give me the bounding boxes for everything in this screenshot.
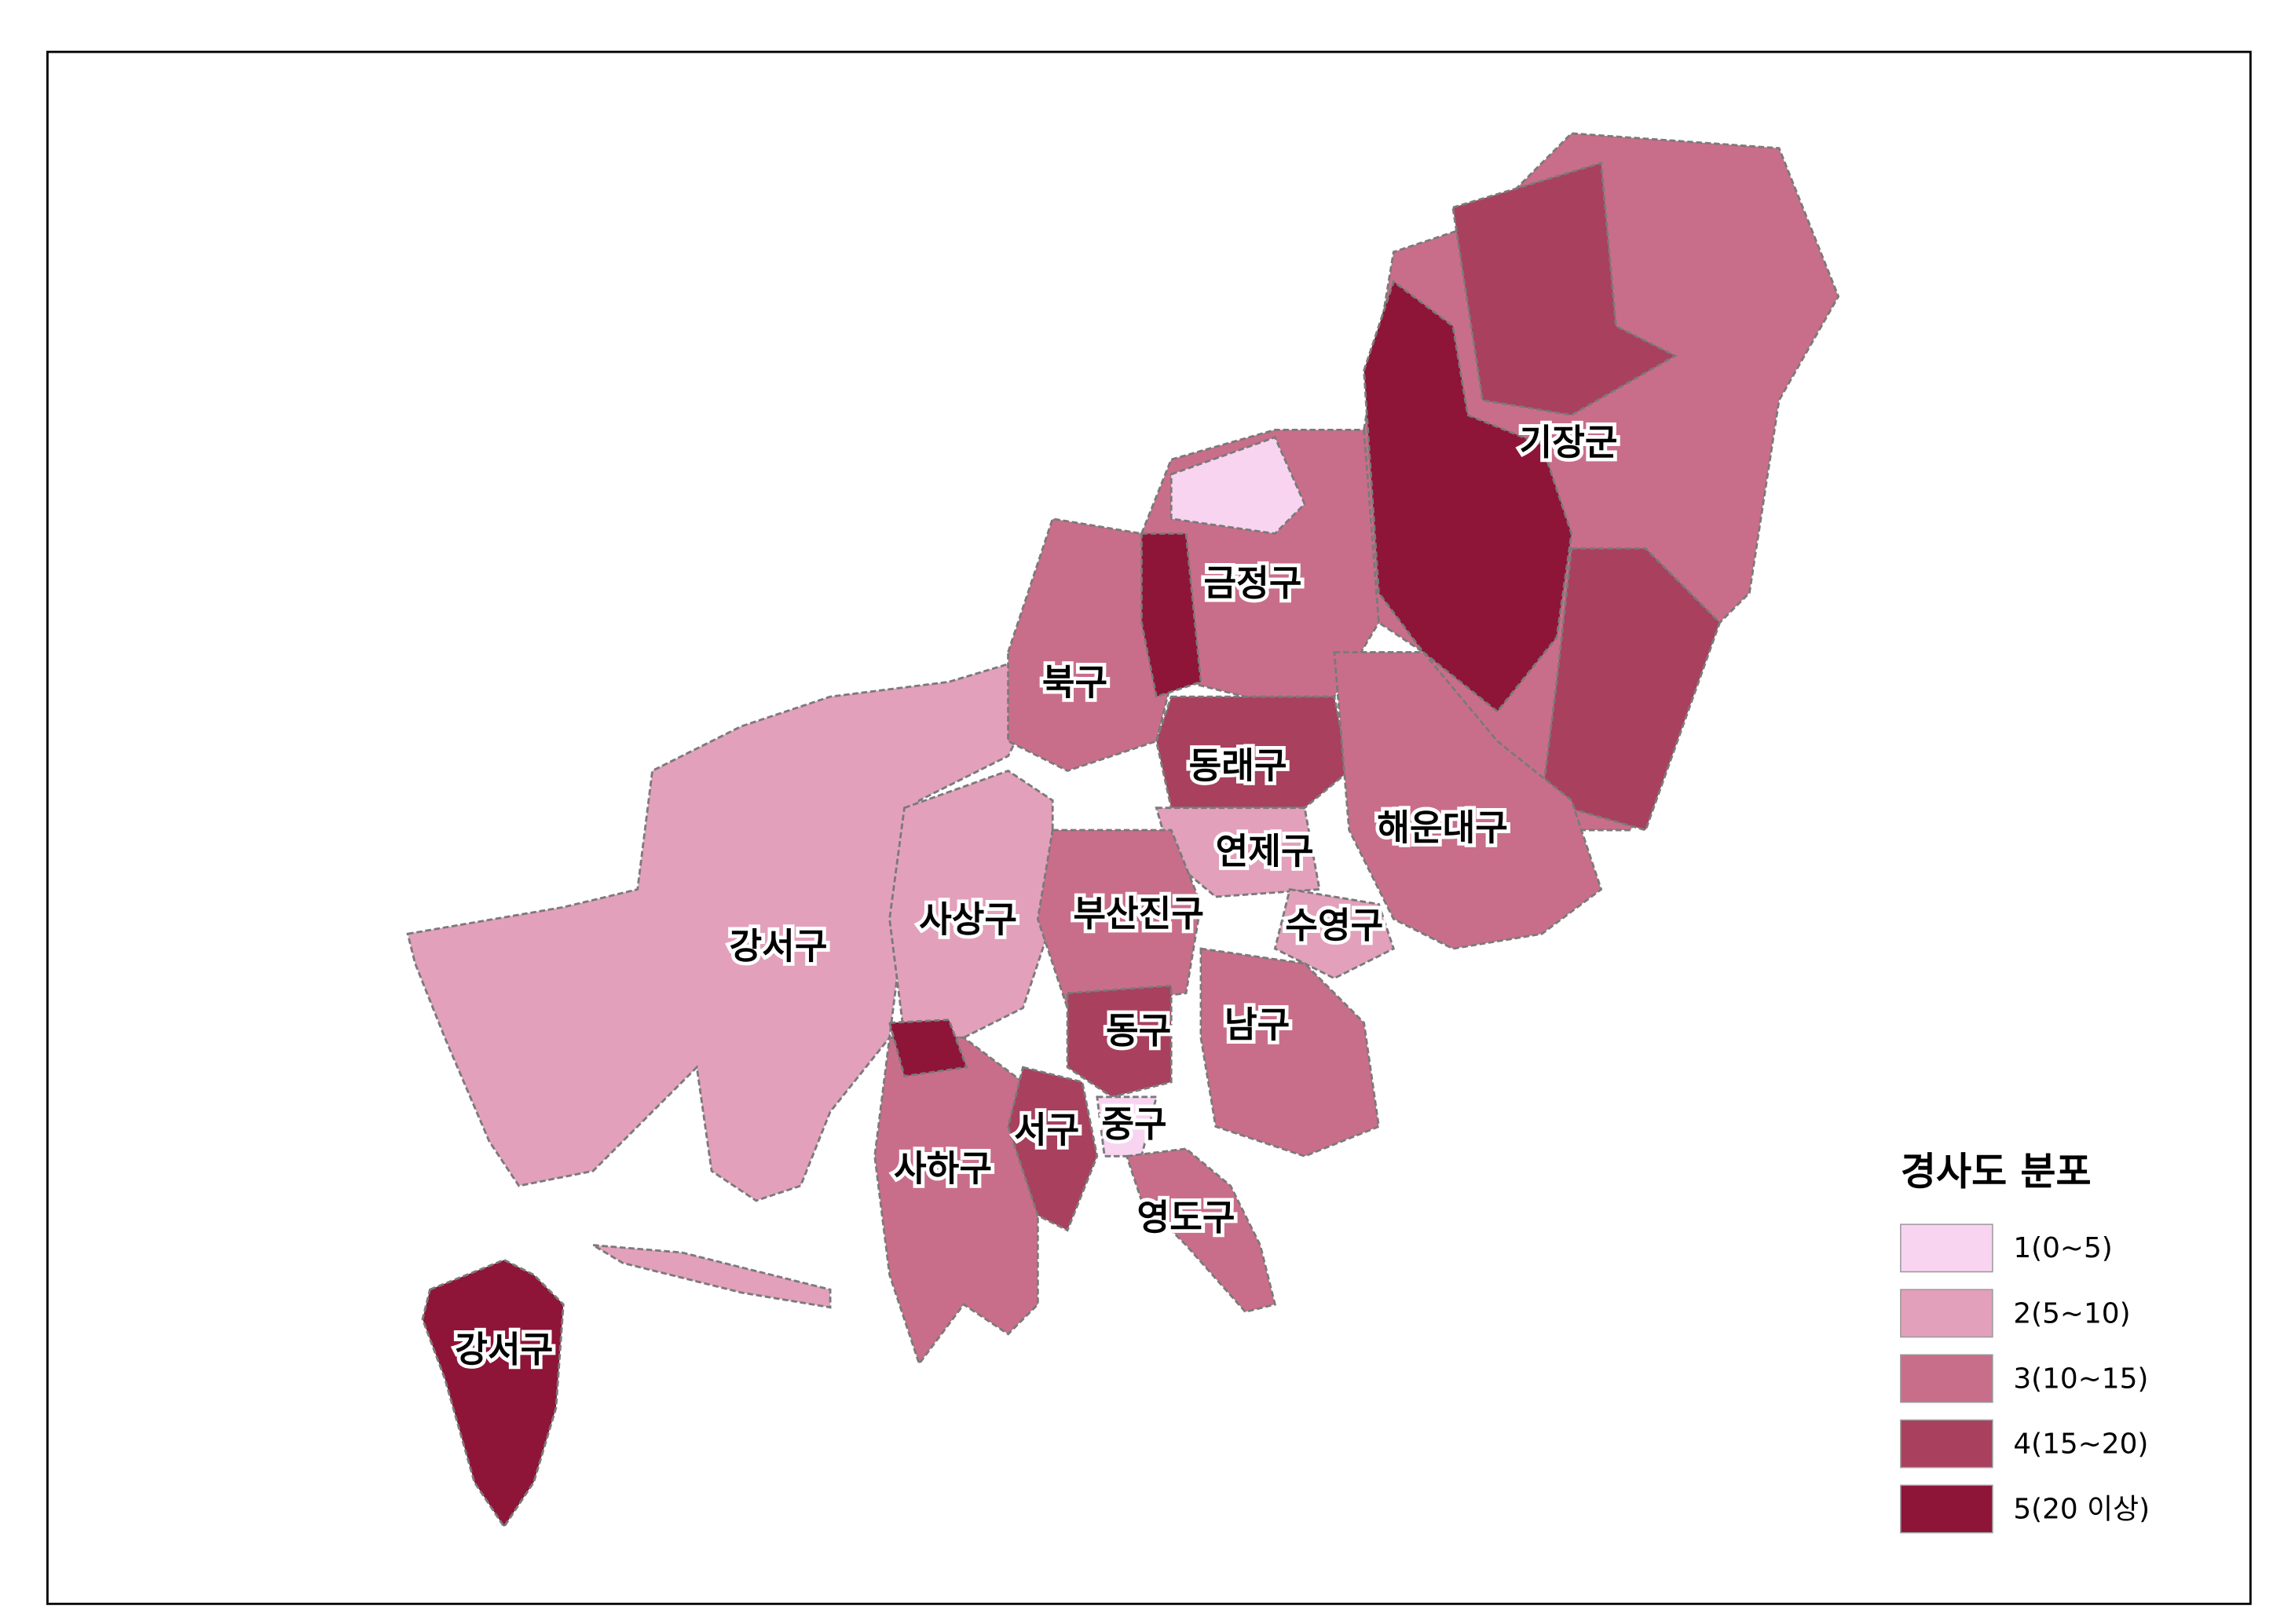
legend-swatch [1900,1484,1993,1534]
region [1125,1147,1277,1314]
legend: 1(0~5) 2(5~10) 3(10~15) 4(15~20) 5(20 이상) [1900,1223,2150,1534]
district-label: 서구 [1014,1110,1079,1151]
legend-label: 1(0~5) [2013,1232,2112,1264]
region [1007,518,1173,773]
region [1007,1066,1099,1232]
district-label: 사상구 [919,899,1017,941]
district-label: 중구 [1101,1103,1166,1145]
region [1169,436,1306,536]
district-label: 연제구 [1216,831,1314,872]
district-label: 부산진구 [1073,893,1204,935]
legend-swatch [1900,1419,1993,1469]
legend-label: 4(15~20) [2013,1428,2148,1460]
legend-label: 5(20 이상) [2013,1493,2150,1525]
region [1140,532,1202,698]
legend-swatch [1900,1354,1993,1403]
region [1540,547,1722,832]
district-label: 기장군 [1520,422,1618,463]
region [888,1019,968,1077]
district-label: 남구 [1224,1004,1290,1046]
region [888,769,1054,1039]
district-label: 강서구 [729,926,827,967]
region [1066,984,1173,1099]
region [421,1258,565,1529]
legend-swatch [1900,1223,1993,1273]
region [1451,161,1678,416]
district-label: 영도구 [1137,1197,1235,1238]
legend-label: 3(10~15) [2013,1362,2148,1395]
district-label: 동래구 [1189,744,1287,786]
region [1363,280,1573,714]
district-label: 북구 [1042,662,1107,704]
region [1333,651,1603,950]
district-label: 사하구 [894,1148,992,1190]
legend-label: 2(5~10) [2013,1297,2130,1330]
legend-swatch [1900,1289,1993,1338]
regions [406,132,1840,1529]
region [592,1244,832,1309]
region [873,1036,1039,1366]
region [1036,828,1202,1010]
district-label: 강서구 [455,1329,553,1370]
district-label: 해운대구 [1377,807,1508,849]
region [1199,947,1381,1158]
district-label: 수영구 [1285,905,1383,946]
region [1273,887,1396,980]
legend-title: 경사도 분포 [1901,1148,2092,1194]
district-label: 금정구 [1204,562,1302,604]
district-label: 동구 [1106,1010,1171,1052]
frame [46,50,2252,1605]
